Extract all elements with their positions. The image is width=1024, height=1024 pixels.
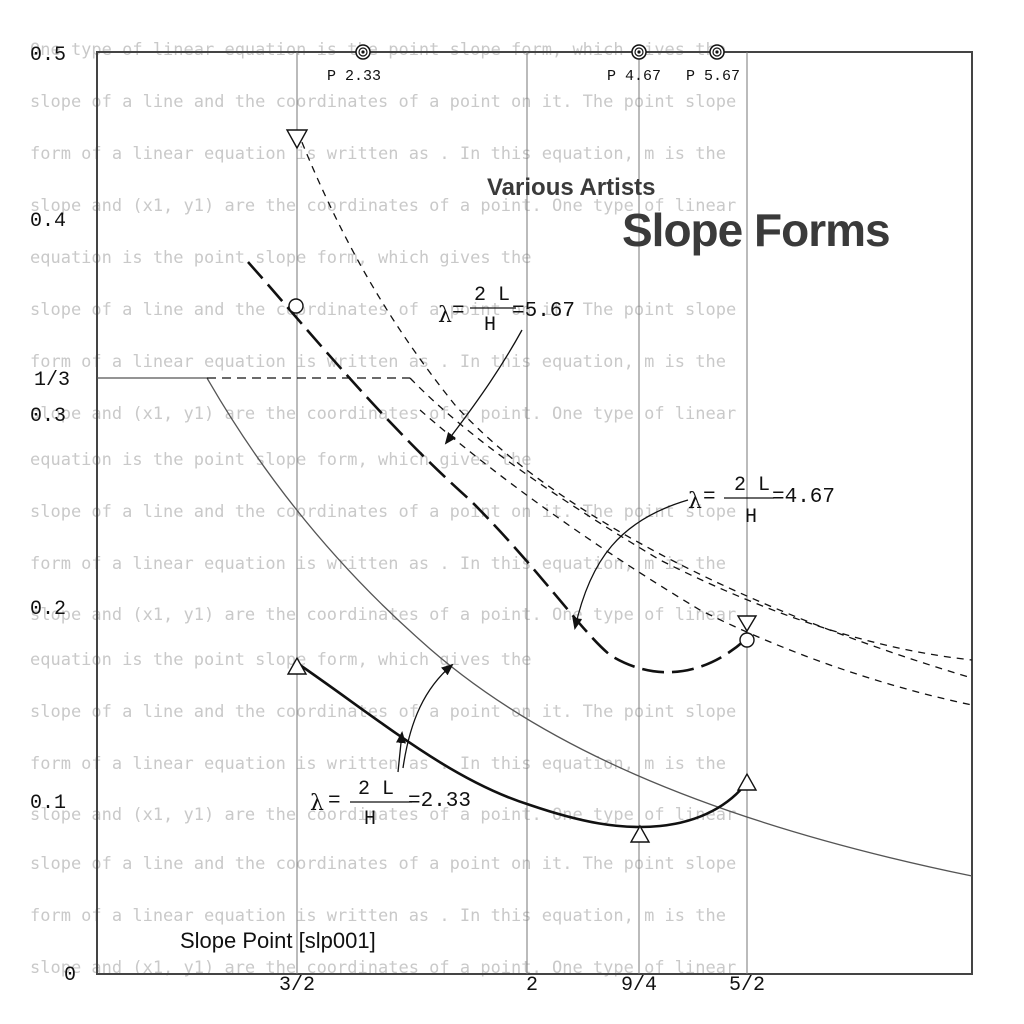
y-tick-label: 1/3 bbox=[34, 369, 70, 392]
bg-line: form of a linear equation is written as … bbox=[30, 352, 726, 372]
y-axis-labels: 0.5 0.4 1/3 0.3 0.2 0.1 0 bbox=[30, 44, 76, 987]
catalog-label: Slope Point [slp001] bbox=[180, 928, 376, 953]
lambda-value: =2.33 bbox=[408, 790, 471, 813]
dashed-curve-lower bbox=[419, 409, 973, 706]
album-title: Slope Forms bbox=[622, 204, 890, 256]
fraction-numerator: 2 L bbox=[734, 474, 770, 497]
marker-label: P 4.67 bbox=[607, 68, 661, 85]
bg-line: equation is the point slope form, which … bbox=[30, 248, 532, 268]
lambda-label-5-67: λ = 2 L H =5.67 bbox=[438, 284, 575, 337]
y-tick-label: 0.1 bbox=[30, 792, 66, 815]
background-text: One type of linear equation is the point… bbox=[30, 40, 736, 978]
bg-line: equation is the point slope form, which … bbox=[30, 450, 532, 470]
lambda-symbol: λ bbox=[688, 489, 702, 514]
arrow-5-67 bbox=[444, 329, 523, 445]
x-tick-label: 2 bbox=[526, 974, 538, 997]
lambda-value: =5.67 bbox=[512, 300, 575, 323]
lambda-label-2-33: λ = 2 L H =2.33 bbox=[310, 778, 471, 831]
y-tick-label: 0.4 bbox=[30, 210, 66, 233]
top-markers: P 2.33 P 4.67 P 5.67 bbox=[327, 44, 740, 85]
bg-line: slope and (x1, y1) are the coordinates o… bbox=[30, 404, 736, 424]
bg-line: form of a linear equation is written as … bbox=[30, 144, 726, 164]
bg-line: form of a linear equation is written as … bbox=[30, 906, 726, 926]
equals-sign: = bbox=[452, 300, 465, 323]
vertical-gridlines bbox=[296, 52, 748, 974]
lambda-label-4-67: λ = 2 L H =4.67 bbox=[688, 474, 835, 529]
open-circle-icon bbox=[739, 632, 755, 648]
annotation-arrows bbox=[396, 329, 689, 773]
marker-label: P 5.67 bbox=[686, 68, 740, 85]
open-circle-icon bbox=[288, 298, 304, 314]
bullseye-icon bbox=[631, 44, 647, 60]
dashed-curve-middle bbox=[409, 377, 973, 661]
fraction-numerator: 2 L bbox=[358, 778, 394, 801]
fraction-numerator: 2 L bbox=[474, 284, 510, 307]
dashed-curve-upper bbox=[296, 129, 973, 679]
bg-line: slope of a line and the coordinates of a… bbox=[30, 300, 736, 320]
y-tick-label: 0.2 bbox=[30, 598, 66, 621]
bullseye-icon bbox=[709, 44, 725, 60]
lambda-symbol: λ bbox=[310, 791, 324, 816]
fraction-denominator: H bbox=[745, 506, 757, 529]
point-markers bbox=[285, 129, 758, 843]
fraction-denominator: H bbox=[364, 808, 376, 831]
lambda-symbol: λ bbox=[438, 303, 452, 328]
y-tick-label: 0 bbox=[64, 964, 76, 987]
bullseye-icon bbox=[355, 44, 371, 60]
bg-line: slope of a line and the coordinates of a… bbox=[30, 92, 736, 112]
bg-line: form of a linear equation is written as … bbox=[30, 554, 726, 574]
down-triangle-icon bbox=[285, 129, 309, 150]
arrow-4-67 bbox=[572, 499, 689, 630]
bg-line: slope of a line and the coordinates of a… bbox=[30, 502, 736, 522]
bg-line: slope and (x1, y1) are the coordinates o… bbox=[30, 805, 736, 825]
thick-solid-curve bbox=[296, 661, 749, 829]
x-tick-label: 9/4 bbox=[621, 974, 657, 997]
bg-line: slope of a line and the coordinates of a… bbox=[30, 854, 736, 874]
arrow-2-33-upper bbox=[402, 663, 454, 769]
artist-name: Various Artists bbox=[487, 174, 656, 201]
bg-line: One type of linear equation is the point… bbox=[30, 40, 726, 60]
marker-label: P 2.33 bbox=[327, 68, 381, 85]
lambda-value: =4.67 bbox=[772, 486, 835, 509]
long-dash-curve bbox=[247, 261, 746, 674]
fine-dashed-curves bbox=[296, 129, 973, 706]
plot-frame bbox=[96, 51, 973, 975]
bg-line: form of a linear equation is written as … bbox=[30, 754, 726, 774]
bg-line: equation is the point slope form, which … bbox=[30, 650, 532, 670]
bg-line: slope and (x1, y1) are the coordinates o… bbox=[30, 605, 736, 625]
x-axis-labels: 3/2 2 9/4 5/2 bbox=[279, 974, 765, 997]
up-triangle-icon bbox=[286, 656, 308, 675]
up-triangle-icon bbox=[629, 824, 651, 843]
fraction-denominator: H bbox=[484, 314, 496, 337]
bg-line: slope of a line and the coordinates of a… bbox=[30, 702, 736, 722]
equals-sign: = bbox=[328, 790, 341, 813]
envelope-curve bbox=[97, 377, 973, 877]
y-tick-label: 0.5 bbox=[30, 44, 66, 67]
equals-sign: = bbox=[703, 486, 716, 509]
x-tick-label: 3/2 bbox=[279, 974, 315, 997]
y-tick-label: 0.3 bbox=[30, 405, 66, 428]
x-tick-label: 5/2 bbox=[729, 974, 765, 997]
up-triangle-icon bbox=[736, 772, 758, 791]
bg-line: slope and (x1, y1) are the coordinates o… bbox=[30, 196, 736, 216]
down-triangle-icon bbox=[736, 615, 758, 633]
arrow-2-33-lower bbox=[396, 731, 406, 773]
